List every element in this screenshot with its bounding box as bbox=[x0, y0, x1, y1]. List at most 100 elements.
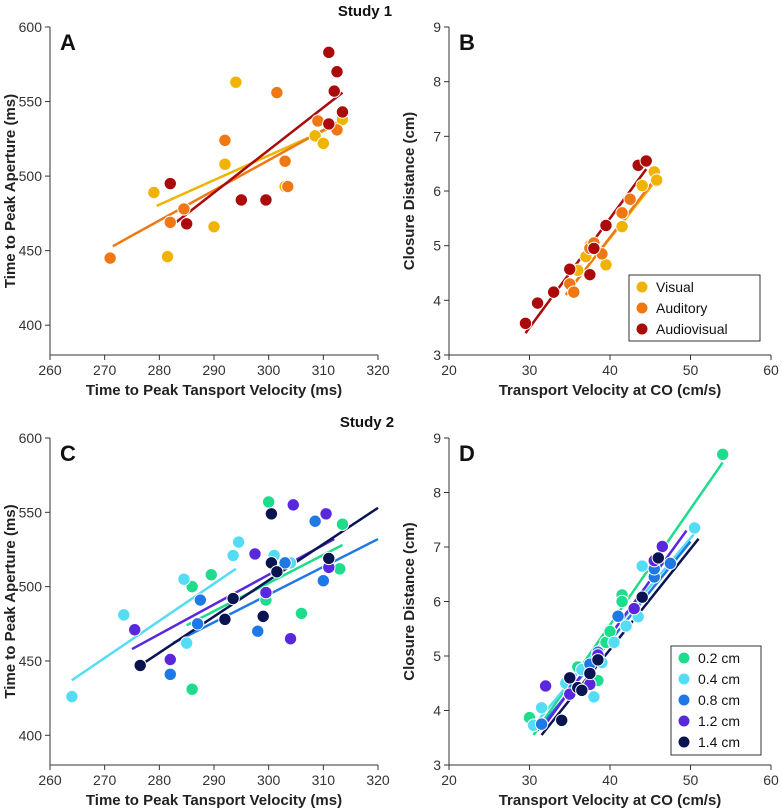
data-point-0-4-cm bbox=[117, 608, 131, 622]
y-tick-label: 8 bbox=[433, 485, 441, 501]
y-tick-label: 3 bbox=[433, 757, 441, 773]
data-point-visual bbox=[615, 219, 629, 234]
data-point-auditory bbox=[615, 206, 629, 220]
data-point-audiovisual bbox=[530, 296, 545, 310]
data-point-visual bbox=[316, 136, 331, 150]
x-tick-label: 30 bbox=[522, 772, 538, 788]
data-point-0-8-cm bbox=[534, 717, 549, 731]
x-tick-label: 40 bbox=[602, 362, 618, 378]
x-tick-label: 60 bbox=[763, 772, 779, 788]
data-point-visual bbox=[160, 249, 175, 264]
y-tick-label: 5 bbox=[433, 238, 441, 254]
panel-b: 20 30 40 50 60 3 4 5 6 7 8 9 Transport Velocity at C… bbox=[401, 19, 779, 399]
x-tick-label: 50 bbox=[683, 362, 699, 378]
fit-line-0-4-cm bbox=[71, 567, 237, 682]
y-axis-title: Time to Peak Aperture (ms) bbox=[2, 94, 19, 288]
data-point-audiovisual bbox=[259, 193, 273, 207]
data-point-0-2-cm bbox=[185, 682, 199, 696]
data-point-auditory bbox=[177, 202, 191, 216]
y-tick-label: 5 bbox=[433, 648, 441, 664]
y-tick-label: 3 bbox=[433, 347, 441, 363]
data-point-1-4-cm bbox=[563, 671, 577, 685]
data-point-0-8-cm bbox=[278, 556, 292, 570]
data-point-audiovisual bbox=[599, 218, 613, 233]
data-point-auditory bbox=[270, 85, 284, 100]
legend-label-0-4-cm: 0.4 cm bbox=[698, 671, 740, 687]
y-axis-title: Closure Distance (cm) bbox=[401, 112, 418, 270]
data-point-0-2-cm bbox=[204, 568, 218, 582]
panel-letter-c: C bbox=[60, 441, 76, 466]
panel-c: 260 270 280 290 300 310 320 400 450 500 550 600 Time… bbox=[2, 430, 390, 809]
data-point-0-2-cm bbox=[716, 447, 730, 462]
legend-marker-0-2-cm bbox=[677, 651, 691, 665]
data-point-0-4-cm bbox=[231, 535, 246, 549]
y-tick-label: 500 bbox=[19, 168, 43, 184]
panel-d: 20 30 40 50 60 3 4 5 6 7 8 9 Transport Velocity at C… bbox=[401, 430, 779, 809]
data-point-1-4-cm bbox=[226, 591, 240, 606]
y-tick-label: 500 bbox=[19, 579, 43, 595]
data-point-1-2-cm bbox=[286, 498, 300, 512]
data-point-1-4-cm bbox=[583, 666, 597, 681]
data-point-0-8-cm bbox=[163, 667, 177, 682]
data-point-1-4-cm bbox=[635, 590, 649, 604]
data-point-1-2-cm bbox=[163, 652, 177, 667]
data-point-0-2-cm bbox=[294, 606, 309, 621]
data-point-0-8-cm bbox=[308, 514, 322, 528]
data-point-0-2-cm bbox=[261, 495, 276, 509]
data-point-0-8-cm bbox=[316, 573, 331, 588]
x-tick-label: 290 bbox=[202, 772, 226, 788]
y-tick-label: 7 bbox=[433, 128, 441, 144]
study-2-title: Study 2 bbox=[340, 414, 394, 431]
data-point-0-2-cm bbox=[615, 594, 629, 609]
x-tick-label: 320 bbox=[366, 772, 390, 788]
x-axis-title: Transport Velocity at CO (cm/s) bbox=[499, 792, 722, 809]
data-point-audiovisual bbox=[546, 285, 561, 299]
legend-marker-0-8-cm bbox=[677, 693, 691, 707]
data-point-0-4-cm bbox=[607, 635, 621, 650]
data-point-visual bbox=[308, 129, 322, 143]
y-tick-label: 9 bbox=[433, 19, 441, 35]
data-point-0-8-cm bbox=[190, 617, 205, 631]
x-axis-title: Transport Velocity at CO (cm/s) bbox=[499, 382, 722, 399]
legend-label-1-4-cm: 1.4 cm bbox=[698, 734, 740, 750]
data-point-1-4-cm bbox=[133, 658, 147, 673]
data-point-1-4-cm bbox=[591, 653, 605, 667]
y-tick-label: 6 bbox=[433, 594, 441, 610]
data-point-audiovisual bbox=[563, 262, 577, 276]
y-tick-label: 4 bbox=[433, 703, 441, 719]
legend-marker-1-2-cm bbox=[677, 714, 691, 728]
x-tick-label: 320 bbox=[366, 362, 390, 378]
legend-label-auditory: Auditory bbox=[656, 300, 707, 316]
data-point-1-4-cm bbox=[256, 609, 270, 624]
data-point-audiovisual bbox=[518, 316, 533, 330]
data-point-0-2-cm bbox=[333, 562, 347, 576]
data-point-0-4-cm bbox=[534, 701, 549, 715]
y-tick-label: 7 bbox=[433, 539, 441, 555]
fit-line-audiovisual bbox=[169, 91, 344, 228]
y-tick-label: 550 bbox=[19, 504, 43, 520]
data-point-audiovisual bbox=[322, 45, 336, 60]
y-axis-title: Time to Peak Aperture (ms) bbox=[2, 504, 19, 698]
data-point-auditory bbox=[623, 192, 637, 206]
data-point-0-4-cm bbox=[65, 689, 79, 704]
legend-marker-0-4-cm bbox=[677, 672, 691, 686]
data-point-0-4-cm bbox=[587, 690, 601, 704]
legend-marker-audiovisual bbox=[635, 322, 649, 336]
y-tick-label: 9 bbox=[433, 430, 441, 446]
data-point-visual bbox=[218, 157, 232, 171]
data-point-audiovisual bbox=[639, 154, 653, 168]
panel-letter-b: B bbox=[459, 30, 475, 55]
y-tick-label: 450 bbox=[19, 653, 43, 669]
data-point-1-2-cm bbox=[627, 601, 641, 616]
legend-marker-auditory bbox=[635, 301, 649, 315]
data-point-audiovisual bbox=[163, 176, 177, 191]
y-tick-label: 600 bbox=[19, 430, 43, 446]
x-axis-title: Time to Peak Tansport Velocity (ms) bbox=[86, 792, 342, 809]
legend: 0.2 cm 0.4 cm 0.8 cm 1.2 cm 1.4 cm bbox=[670, 645, 762, 756]
panel-a: 260 270 280 290 300 310 320 400 450 500 550 600 Time… bbox=[2, 19, 390, 399]
legend-label-1-2-cm: 1.2 cm bbox=[698, 713, 740, 729]
x-tick-label: 280 bbox=[148, 362, 172, 378]
x-tick-label: 20 bbox=[441, 772, 457, 788]
y-tick-label: 4 bbox=[433, 292, 441, 308]
y-tick-label: 600 bbox=[19, 19, 43, 35]
